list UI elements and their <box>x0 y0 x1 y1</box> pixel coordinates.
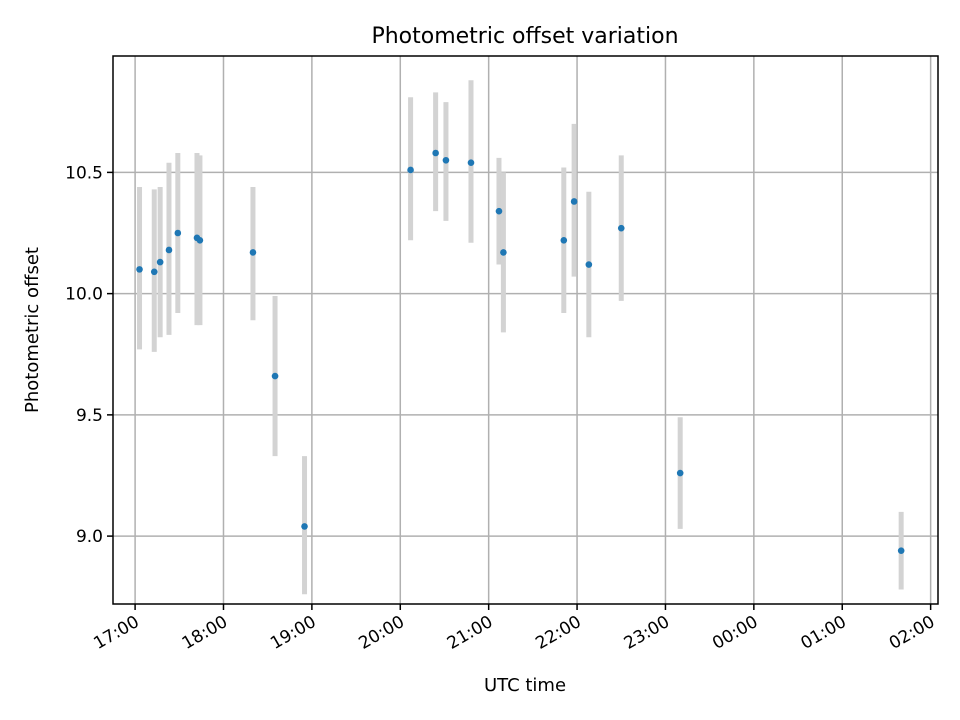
data-point <box>271 372 279 380</box>
data-point <box>301 523 308 530</box>
x-tick-label: 23:00 <box>621 612 673 654</box>
x-tick-label: 17:00 <box>90 612 142 654</box>
x-tick-label: 00:00 <box>709 612 761 654</box>
data-point <box>249 249 257 256</box>
y-tick-label: 10.5 <box>65 163 103 183</box>
data-point <box>156 258 164 266</box>
x-tick-label: 20:00 <box>356 612 408 654</box>
data-point <box>442 156 450 164</box>
x-tick-label: 22:00 <box>532 612 584 654</box>
plot-frame <box>112 55 939 605</box>
data-point <box>897 547 905 554</box>
x-tick-label: 21:00 <box>444 612 496 654</box>
y-axis: 9.0 9.5 10.0 10.5 <box>65 163 113 547</box>
x-axis-label: UTC time <box>484 675 566 696</box>
data-point <box>467 159 475 166</box>
data-points <box>136 149 905 554</box>
data-point <box>174 229 182 237</box>
data-point <box>585 261 593 268</box>
x-tick-label: 01:00 <box>798 612 850 654</box>
y-axis-label: Photometric offset <box>22 247 43 413</box>
x-tick-label: 19:00 <box>267 612 319 654</box>
chart-title: Photometric offset variation <box>371 24 678 49</box>
data-point <box>495 207 503 215</box>
y-tick-label: 9.5 <box>76 406 103 426</box>
data-point <box>165 246 173 254</box>
x-tick-label: 18:00 <box>179 612 231 654</box>
data-point <box>136 266 143 273</box>
data-point <box>407 166 414 174</box>
data-point <box>150 268 158 276</box>
data-point <box>560 236 568 244</box>
y-tick-label: 10.0 <box>65 285 103 305</box>
data-point <box>196 236 204 244</box>
x-axis: 17:00 18:00 19:00 20:00 21:00 22:00 23:00 00:00… <box>90 604 938 654</box>
data-point <box>500 249 507 256</box>
data-point <box>676 469 684 477</box>
data-point <box>432 149 439 157</box>
grid-lines <box>113 56 938 604</box>
y-tick-label: 9.0 <box>76 527 103 547</box>
error-bars <box>137 80 904 595</box>
x-tick-label: 02:00 <box>886 612 938 654</box>
data-point <box>617 224 625 232</box>
data-point <box>570 198 578 205</box>
